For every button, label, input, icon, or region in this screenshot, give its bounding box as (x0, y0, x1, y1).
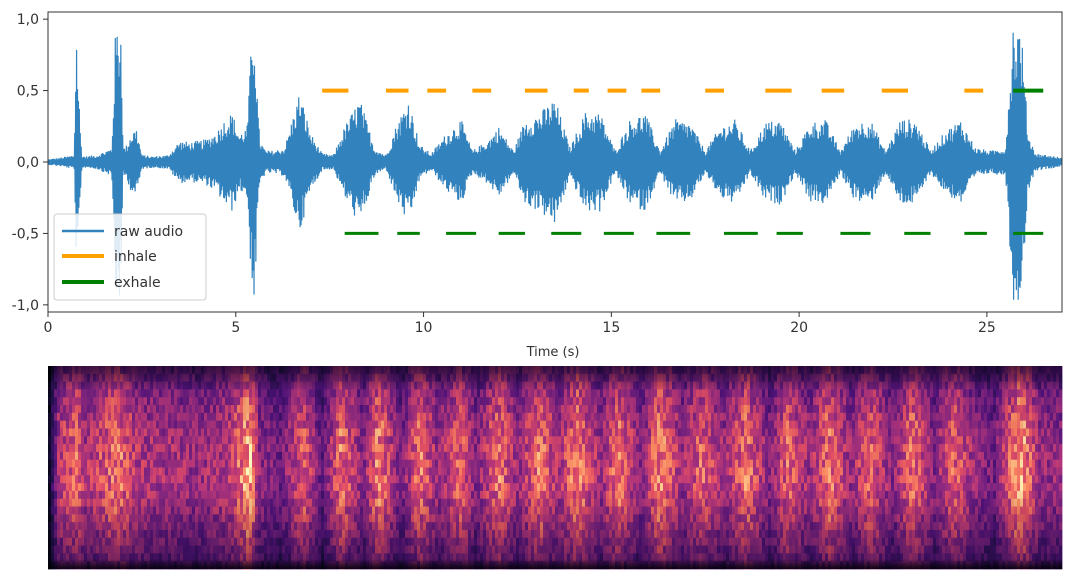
x-tick-label: 25 (978, 320, 996, 336)
y-tick-label: 1,0 (17, 12, 39, 28)
legend-label-raw-audio: raw audio (114, 224, 183, 240)
y-tick-label: 0,5 (17, 84, 39, 100)
legend-label-exhale: exhale (114, 275, 161, 291)
raw-audio-line (48, 32, 1062, 300)
y-tick-label: 0,0 (17, 155, 39, 171)
x-tick-label: 0 (44, 320, 53, 336)
y-tick-label: -0,5 (12, 226, 39, 242)
x-axis-ticks: 0 5 10 15 20 25 (44, 312, 996, 336)
legend-label-inhale: inhale (114, 249, 157, 265)
legend: raw audio inhale exhale (53, 213, 207, 301)
breath-segments (322, 88, 1044, 235)
y-tick-label: -1,0 (12, 298, 39, 314)
waveform-plot: 0 5 10 15 20 25 1,0 0,5 0,0 -0,5 -1,0 Time (s) ra… (12, 11, 1063, 360)
raw-audio-series (48, 32, 1062, 300)
y-axis-ticks: 1,0 0,5 0,0 -0,5 -1,0 (12, 12, 48, 314)
x-axis-label: Time (s) (526, 345, 580, 360)
x-tick-label: 20 (790, 320, 808, 336)
spectrogram-plot (48, 366, 1063, 570)
x-tick-label: 5 (231, 320, 240, 336)
x-tick-label: 10 (415, 320, 433, 336)
x-tick-label: 15 (602, 320, 620, 336)
legend-box (53, 213, 207, 301)
